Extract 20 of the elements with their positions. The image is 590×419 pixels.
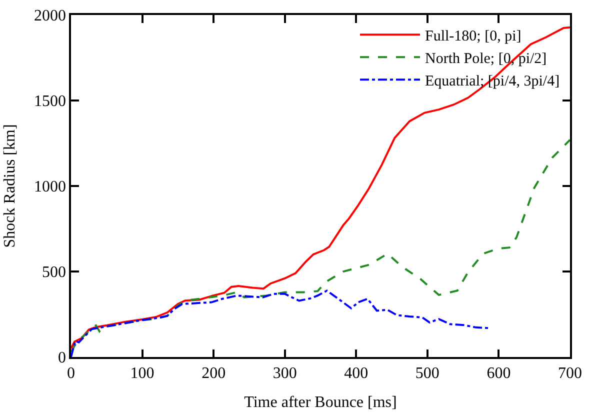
x-tick-label: 100: [130, 364, 154, 382]
x-tick-label: 400: [344, 364, 368, 382]
y-tick-label: 0: [58, 350, 66, 367]
y-axis-title: Shock Radius [km]: [1, 124, 18, 248]
y-tick-label: 500: [42, 264, 66, 282]
x-tick-label: 500: [415, 364, 440, 382]
y-tick-label: 2000: [34, 8, 66, 25]
line-series: [71, 290, 490, 357]
legend-label: North Pole; [0, pi/2]: [425, 51, 547, 68]
legend-label: Equatrial; [pi/4, 3pi/4]: [425, 74, 560, 90]
line-series: [71, 138, 570, 353]
x-tick-label: 700: [558, 364, 582, 382]
y-tick-label: 1500: [34, 93, 66, 110]
x-tick-label: 300: [272, 364, 297, 382]
x-tick-label: 600: [486, 364, 511, 382]
y-tick-label: 1000: [34, 178, 66, 196]
x-tick-label: 200: [202, 364, 226, 382]
line-series: [71, 26, 570, 350]
legend-label: Full-180; [0, pi]: [425, 28, 522, 45]
x-axis-title: Time after Bounce [ms]: [244, 394, 397, 412]
